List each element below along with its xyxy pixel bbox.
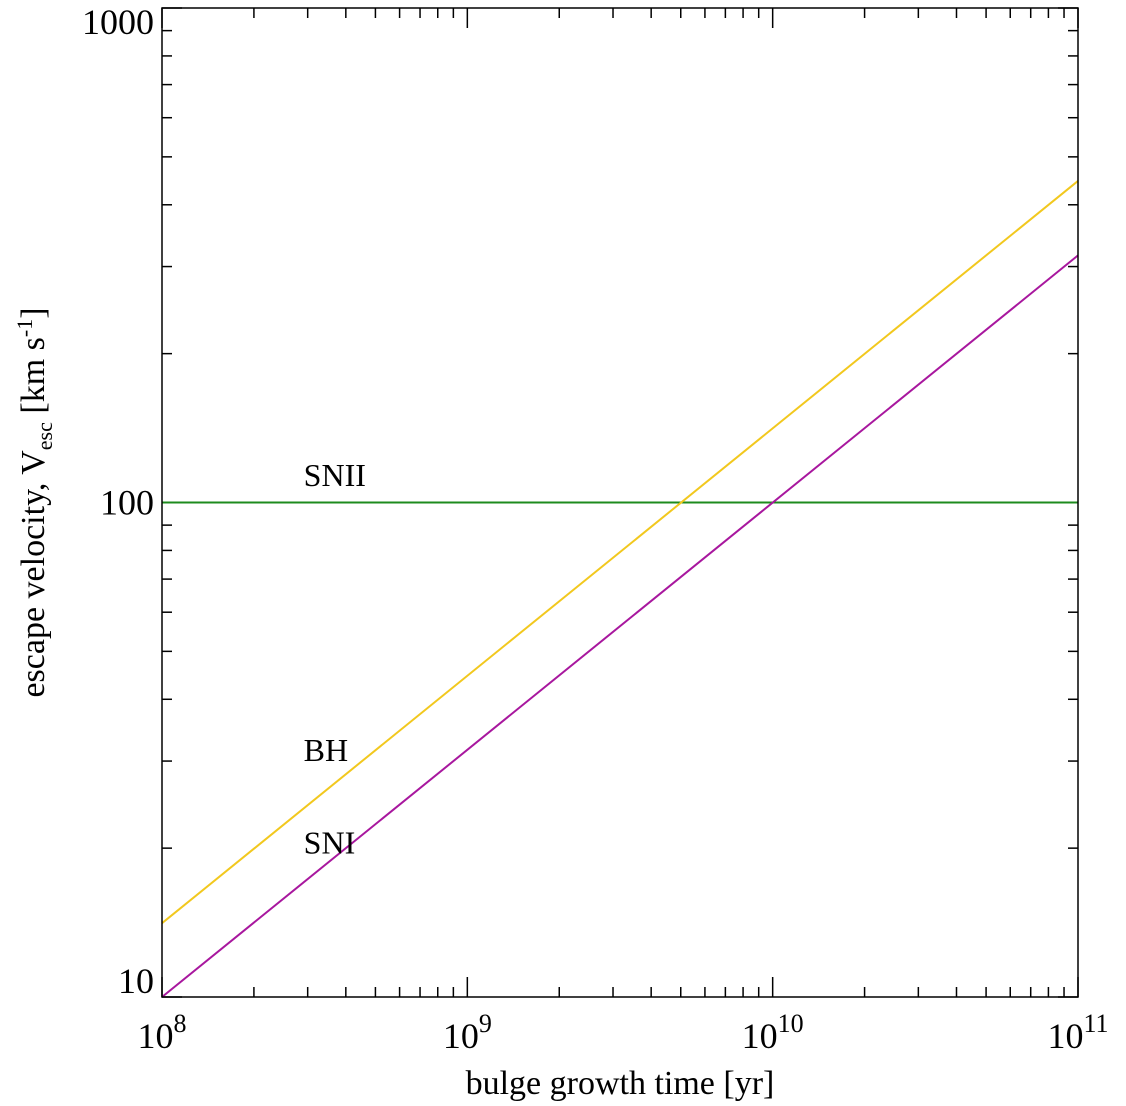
annotation-bh: BH xyxy=(304,732,348,768)
y-tick-label: 10 xyxy=(118,961,154,1001)
y-label-main: escape velocity, V xyxy=(15,450,52,698)
x-tick-label: 1010 xyxy=(742,1009,804,1056)
x-tick-base: 10 xyxy=(138,1016,174,1056)
annotation-snii: SNII xyxy=(304,457,366,493)
x-tick-exponent: 11 xyxy=(1083,1009,1108,1038)
plot-frame xyxy=(161,7,1079,998)
x-tick-base: 10 xyxy=(742,1016,778,1056)
y-label-subscript: esc xyxy=(32,422,57,450)
annotation-sni: SNI xyxy=(304,825,356,861)
x-axis-label: bulge growth time [yr] xyxy=(466,1065,775,1102)
x-tick-label: 108 xyxy=(138,1009,187,1056)
x-tick-exponent: 10 xyxy=(778,1009,804,1038)
x-tick-label: 109 xyxy=(443,1009,492,1056)
x-tick-base: 10 xyxy=(443,1016,479,1056)
x-tick-label: 1011 xyxy=(1047,1009,1108,1056)
x-tick-exponent: 8 xyxy=(174,1009,187,1038)
x-tick-base: 10 xyxy=(1047,1016,1083,1056)
series-line-bh xyxy=(161,180,1079,924)
y-tick-label: 1000 xyxy=(82,2,154,42)
x-tick-exponent: 9 xyxy=(479,1009,492,1038)
y-label-unit: [km s xyxy=(15,337,52,422)
y-tick-label: 100 xyxy=(100,483,154,523)
y-label-superscript: -1 xyxy=(12,319,37,337)
series-line-sni xyxy=(161,254,1079,998)
series-layer xyxy=(161,180,1079,998)
y-label-unit-close: ] xyxy=(15,307,52,318)
y-axis-label: escape velocity, Vesc [km s-1] xyxy=(12,307,57,697)
